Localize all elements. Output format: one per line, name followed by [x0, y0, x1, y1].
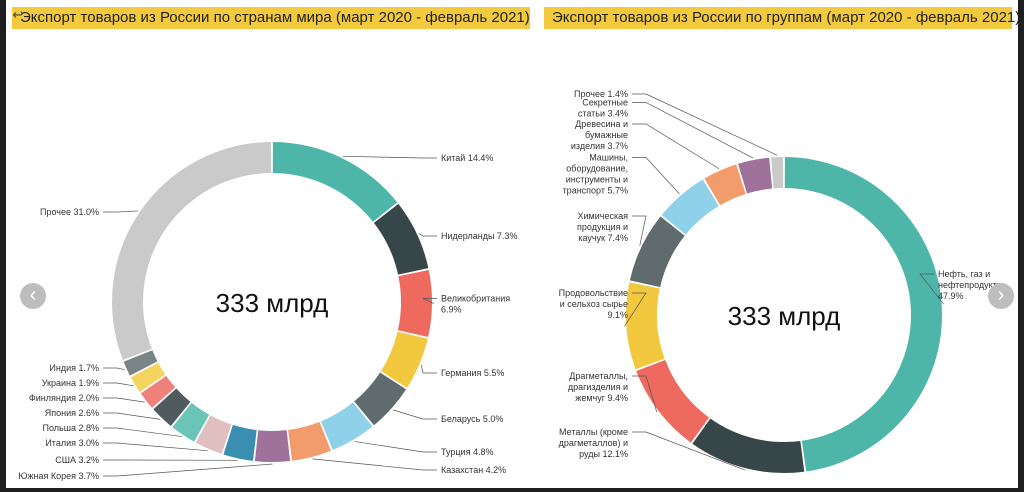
leader-line-турция — [354, 441, 437, 453]
leader-line-южная-корея — [103, 463, 273, 477]
data-label-казахстан: Казахстан 4.2% — [441, 465, 506, 475]
slice-индия[interactable] — [123, 350, 158, 376]
leader-line-драгметаллы-драгизделия-и-жемчуг — [632, 375, 658, 413]
leader-line-древесина-и-бумажные-изделия — [632, 123, 720, 170]
leader-line-беларусь — [392, 409, 437, 420]
data-label-прочее: Прочее 1.4% — [574, 89, 628, 99]
data-label-нидерланды: Нидерланды 7.3% — [441, 231, 517, 241]
center-total-label: 333 млрд — [728, 301, 841, 331]
leader-line-машины-оборудование-инструменты-и-транспорт — [632, 157, 680, 195]
leader-line-великобритания — [422, 298, 437, 304]
leader-line-япония — [103, 412, 161, 420]
leader-line-нидерланды — [418, 233, 437, 237]
leader-line-нефть-газ-и-нефтепродукты — [919, 273, 944, 305]
slice-польша[interactable] — [172, 402, 210, 442]
chart-title-countries: Экспорт товаров из России по странам мир… — [12, 7, 530, 29]
leader-line-китай — [342, 155, 437, 159]
data-label-машины-оборудование-инструменты-и-транспорт: Машины, оборудование, инструменты и транспо… — [563, 153, 628, 196]
leader-line-секретные-статьи — [632, 102, 754, 159]
slice-великобритания[interactable] — [397, 270, 433, 337]
slice-италия[interactable] — [195, 415, 232, 454]
data-label-китай: Китай 14.4% — [441, 153, 493, 163]
slice-металлы-кроме-драгметаллов-и-руды[interactable] — [692, 418, 805, 473]
slice-япония[interactable] — [153, 388, 191, 426]
leader-line-химическая-продукция-и-каучук — [632, 215, 647, 246]
slice-германия[interactable] — [380, 331, 428, 388]
data-label-индия: Индия 1.7% — [49, 363, 99, 373]
leader-line-украина — [103, 382, 134, 387]
data-label-италия: Италия 3.0% — [45, 438, 99, 448]
data-label-драгметаллы-драгизделия-и-жемчуг: Драгметаллы, драгизделия и жемчуг 9.4% — [568, 371, 628, 403]
data-label-южная-корея: Южная Корея 3.7% — [18, 471, 99, 481]
donut-chart-countries: Китай 14.4% Нидерланды 7.3% Великобритания… — [18, 142, 517, 481]
chevron-right-icon[interactable]: › — [988, 283, 1014, 309]
data-label-финляндия: Финляндия 2.0% — [29, 393, 99, 403]
slice-химическая-продукция-и-каучук[interactable] — [629, 216, 685, 288]
data-label-металлы-кроме-драгметаллов-и-руды: Металлы (кроме драгметаллов) и руды 12.1% — [559, 427, 628, 459]
data-label-турция: Турция 4.8% — [441, 447, 493, 457]
leader-line-финляндия — [103, 397, 145, 403]
slice-машины-оборудование-инструменты-и-транспорт[interactable] — [661, 179, 719, 235]
leader-line-металлы-кроме-драгметаллов-и-руды — [632, 431, 746, 471]
donut-chart-groups: Нефть, газ и нефтепродукты 47.9% Металлы (к… — [559, 89, 1003, 473]
center-total-label: 333 млрд — [216, 288, 329, 318]
slice-нидерланды[interactable] — [373, 203, 429, 275]
chart-title-groups: Экспорт товаров из России по группам (ма… — [544, 7, 1020, 29]
data-label-сша: США 3.2% — [55, 455, 99, 465]
leader-line-индия — [103, 367, 125, 370]
slice-финляндия[interactable] — [140, 375, 176, 408]
data-label-прочее: Прочее 31.0% — [40, 207, 99, 217]
leader-line-италия — [103, 442, 208, 452]
data-label-япония: Япония 2.6% — [45, 408, 99, 418]
slice-секретные-статьи[interactable] — [738, 157, 773, 194]
data-label-продовольствие-и-сельхоз-сырье: Продовольствие и сельхоз сырье 9.1% — [559, 288, 628, 320]
slice-казахстан[interactable] — [288, 421, 331, 461]
slice-беларусь[interactable] — [354, 372, 407, 426]
leader-line-польша — [103, 427, 182, 437]
slice-драгметаллы-драгизделия-и-жемчуг[interactable] — [636, 360, 710, 443]
data-label-химическая-продукция-и-каучук: Химическая продукция и каучук 7.4% — [577, 211, 628, 243]
slice-прочее[interactable] — [771, 157, 784, 189]
data-label-польша: Польша 2.8% — [43, 423, 99, 433]
leader-line-прочее — [632, 93, 778, 156]
leader-line-германия — [420, 364, 437, 374]
window-frame-right — [1018, 0, 1024, 492]
slice-китай[interactable] — [272, 142, 398, 222]
data-label-великобритания: Великобритания 6.9% — [441, 294, 510, 315]
window-frame-left — [0, 0, 6, 492]
slice-продовольствие-и-сельхоз-сырье[interactable] — [626, 282, 665, 370]
leader-line-прочее — [103, 210, 139, 213]
slice-украина[interactable] — [130, 362, 166, 392]
slice-турция[interactable] — [320, 402, 373, 451]
slice-прочее[interactable] — [112, 142, 272, 361]
slice-древесина-и-бумажные-изделия[interactable] — [704, 164, 746, 206]
slice-нефть-газ-и-нефтепродукты[interactable] — [784, 157, 943, 472]
data-label-украина: Украина 1.9% — [42, 378, 99, 388]
leader-line-казахстан — [312, 458, 437, 471]
leader-line-продовольствие-и-сельхоз-сырье — [624, 292, 647, 327]
window-frame-bottom — [0, 488, 1024, 492]
chevron-left-icon[interactable]: ‹ — [20, 283, 46, 309]
data-label-секретные-статьи: Секретные статьи 3.4% — [578, 98, 628, 119]
data-label-нефть-газ-и-нефтепродукты: Нефть, газ и нефтепродукты 47.9% — [938, 269, 1003, 301]
data-label-германия: Германия 5.5% — [441, 368, 504, 378]
data-label-древесина-и-бумажные-изделия: Древесина и бумажные изделия 3.7% — [571, 119, 628, 151]
slice-южная-корея[interactable] — [254, 430, 291, 462]
data-label-беларусь: Беларусь 5.0% — [441, 414, 503, 424]
back-arrow-icon[interactable]: ↩ — [12, 7, 24, 22]
slice-сша[interactable] — [223, 424, 257, 461]
